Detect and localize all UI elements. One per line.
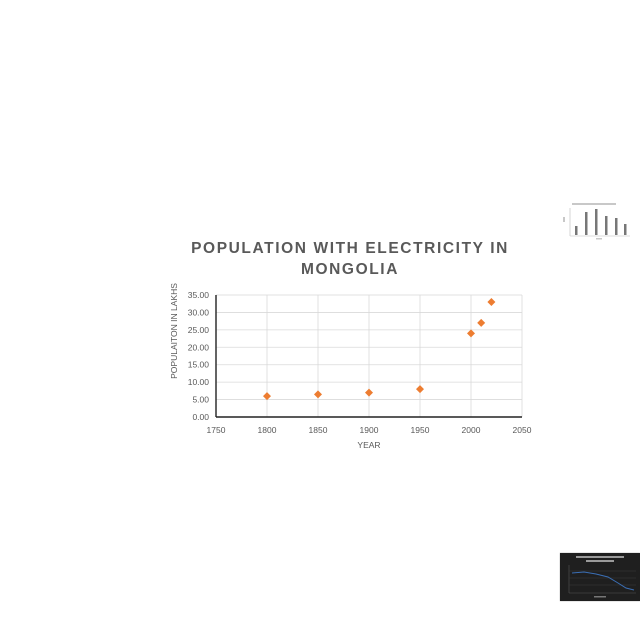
- x-tick-labels: 1750 1800 1850 1900 1950 2000 2050: [207, 425, 532, 435]
- gridlines: [216, 294, 523, 417]
- y-tick-labels: 0.00 5.00 10.00 15.00 20.00 25.00 30.00 35.00: [188, 290, 210, 422]
- thumbnail-dark-chart[interactable]: [560, 553, 640, 601]
- data-point: [487, 297, 496, 306]
- x-tick-label: 1900: [360, 425, 379, 435]
- x-axis-label: YEAR: [357, 440, 380, 450]
- y-tick-label: 35.00: [188, 290, 210, 300]
- x-tick-label: 1950: [411, 425, 430, 435]
- data-point: [263, 392, 271, 401]
- y-tick-label: 15.00: [188, 360, 210, 370]
- y-tick-label: 20.00: [188, 342, 210, 352]
- y-tick-label: 10.00: [188, 377, 210, 387]
- x-tick-label: 1850: [309, 425, 328, 435]
- thumbnail-dark-chart-graphic: [568, 556, 636, 598]
- y-tick-label: 0.00: [192, 412, 209, 422]
- y-axis-label: POPULAITON IN LAKHS: [169, 283, 179, 379]
- data-point: [416, 385, 424, 394]
- data-points: [263, 297, 496, 401]
- thumbnail-light-chart[interactable]: [560, 200, 636, 242]
- data-point: [477, 318, 486, 327]
- chart-title: POPULATION WITH ELECTRICITY IN MONGOLIA: [191, 240, 509, 278]
- x-tick-label: 2000: [462, 425, 481, 435]
- data-point: [365, 388, 373, 397]
- data-point: [314, 390, 322, 399]
- x-tick-label: 2050: [513, 425, 532, 435]
- y-tick-label: 25.00: [188, 325, 210, 335]
- y-tick-label: 5.00: [192, 395, 209, 405]
- x-tick-label: 1750: [207, 425, 226, 435]
- axes: [215, 295, 522, 418]
- y-tick-label: 30.00: [188, 307, 210, 317]
- x-tick-label: 1800: [258, 425, 277, 435]
- data-point: [467, 329, 475, 338]
- thumbnail-light-chart-graphic: [563, 203, 630, 240]
